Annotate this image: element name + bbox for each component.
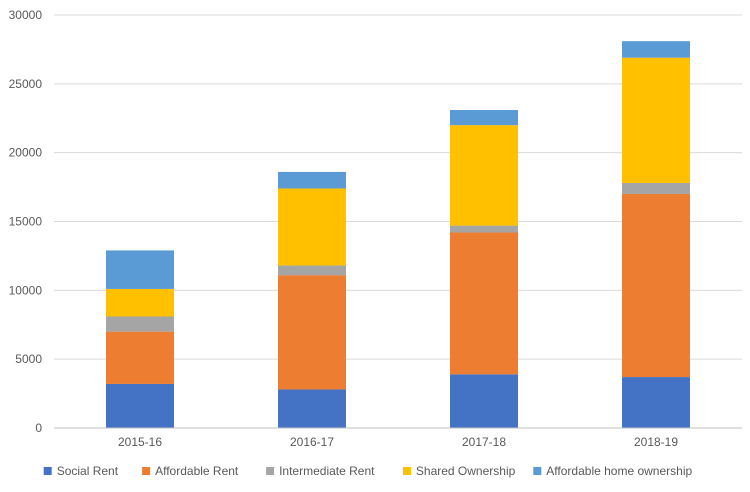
legend-label: Social Rent bbox=[57, 464, 119, 478]
y-tick-label: 20000 bbox=[9, 146, 43, 160]
bar-segment bbox=[106, 383, 174, 428]
y-tick-label: 15000 bbox=[9, 215, 43, 229]
bar-segment bbox=[622, 377, 690, 428]
bar-segment bbox=[450, 109, 518, 126]
axes: 0 5000 10000 15000 20000 25000 30000 2015-16 201… bbox=[9, 8, 742, 449]
bars bbox=[106, 41, 690, 428]
bar-segment bbox=[278, 188, 346, 266]
legend-label: Affordable home ownership bbox=[546, 464, 692, 478]
bar-segment bbox=[106, 316, 174, 332]
legend-label: Affordable Rent bbox=[155, 464, 239, 478]
legend-label: Shared Ownership bbox=[416, 464, 516, 478]
bar-segment bbox=[106, 250, 174, 289]
legend-swatch bbox=[142, 467, 151, 475]
bar-segment bbox=[450, 125, 518, 226]
y-tick-label: 5000 bbox=[15, 352, 42, 366]
x-tick-label: 2017-18 bbox=[462, 435, 506, 449]
legend: Social Rent Affordable Rent Intermediate R… bbox=[43, 464, 692, 478]
bar-segment bbox=[622, 182, 690, 194]
bar-segment bbox=[278, 275, 346, 390]
bar-segment bbox=[450, 232, 518, 375]
bar-segment bbox=[622, 41, 690, 58]
bar-segment bbox=[622, 193, 690, 378]
bar-segment bbox=[450, 374, 518, 428]
bar-segment bbox=[278, 389, 346, 428]
legend-swatch bbox=[402, 467, 411, 475]
bar-segment bbox=[106, 288, 174, 317]
y-tick-label: 0 bbox=[35, 421, 42, 435]
bar-segment bbox=[278, 171, 346, 189]
legend-swatch bbox=[533, 467, 542, 475]
bar-segment bbox=[278, 265, 346, 276]
bar-segment bbox=[106, 331, 174, 384]
x-tick-label: 2015-16 bbox=[118, 435, 162, 449]
bar-segment bbox=[622, 57, 690, 183]
x-tick-label: 2018-19 bbox=[634, 435, 678, 449]
bar-segment bbox=[450, 225, 518, 233]
y-tick-label: 10000 bbox=[9, 283, 43, 297]
legend-swatch bbox=[43, 467, 52, 475]
legend-label: Intermediate Rent bbox=[279, 464, 375, 478]
x-tick-label: 2016-17 bbox=[290, 435, 334, 449]
y-tick-label: 30000 bbox=[9, 8, 43, 22]
y-tick-label: 25000 bbox=[9, 77, 43, 91]
legend-swatch bbox=[266, 467, 275, 475]
